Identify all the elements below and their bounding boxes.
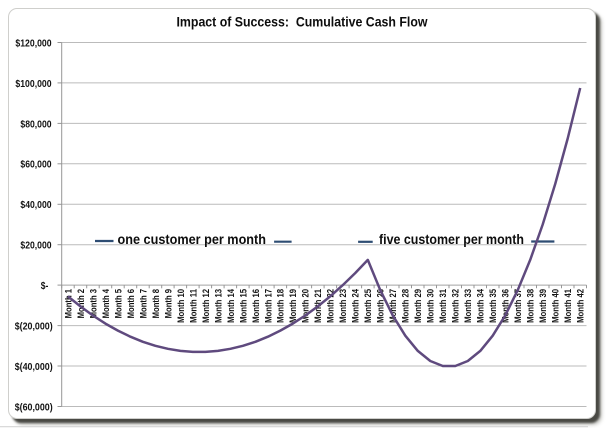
svg-text:Month 10: Month 10 xyxy=(176,289,186,323)
svg-text:Month 32: Month 32 xyxy=(451,289,461,323)
svg-text:Month 3: Month 3 xyxy=(88,289,98,319)
svg-text:one customer per month: one customer per month xyxy=(118,232,267,247)
svg-text:Month 12: Month 12 xyxy=(201,289,211,323)
svg-text:$120,000: $120,000 xyxy=(15,37,51,49)
svg-text:Month 13: Month 13 xyxy=(213,289,223,323)
svg-text:$(40,000): $(40,000) xyxy=(15,361,53,373)
svg-text:Impact of Success: Cumulative: Impact of Success: Cumulative Cash Flow xyxy=(177,15,428,30)
svg-text:Month 42: Month 42 xyxy=(576,289,586,323)
svg-text:Month 4: Month 4 xyxy=(101,288,111,318)
svg-text:Month 20: Month 20 xyxy=(301,289,311,323)
svg-text:Month 41: Month 41 xyxy=(563,289,573,323)
svg-text:Month 28: Month 28 xyxy=(401,289,411,323)
svg-text:five customer per month: five customer per month xyxy=(379,232,524,247)
svg-text:Month 17: Month 17 xyxy=(263,289,273,323)
svg-text:Month 24: Month 24 xyxy=(351,288,361,323)
svg-text:Month 23: Month 23 xyxy=(338,289,348,323)
svg-text:$-: $- xyxy=(41,280,49,292)
svg-text:Month 2: Month 2 xyxy=(76,289,86,319)
svg-text:Month 7: Month 7 xyxy=(138,289,148,319)
svg-text:Month 40: Month 40 xyxy=(551,289,561,323)
svg-text:Month 38: Month 38 xyxy=(526,289,536,323)
svg-text:Month 36: Month 36 xyxy=(501,289,511,323)
svg-text:Month 30: Month 30 xyxy=(426,289,436,323)
svg-text:Month 6: Month 6 xyxy=(126,289,136,319)
svg-text:$60,000: $60,000 xyxy=(20,159,51,171)
svg-text:Month 8: Month 8 xyxy=(151,289,161,319)
svg-text:$(20,000): $(20,000) xyxy=(15,321,53,333)
svg-text:$20,000: $20,000 xyxy=(20,240,51,252)
svg-text:Month 5: Month 5 xyxy=(113,289,123,319)
svg-text:Month 39: Month 39 xyxy=(538,289,548,323)
svg-text:Month 22: Month 22 xyxy=(326,289,336,323)
svg-text:$100,000: $100,000 xyxy=(15,78,51,90)
svg-text:Month 14: Month 14 xyxy=(226,288,236,323)
svg-text:Month 33: Month 33 xyxy=(463,289,473,323)
svg-text:Month 29: Month 29 xyxy=(413,289,423,323)
svg-text:Month 26: Month 26 xyxy=(376,289,386,323)
svg-text:$(60,000): $(60,000) xyxy=(15,401,53,413)
svg-text:Month 16: Month 16 xyxy=(251,289,261,323)
svg-text:$40,000: $40,000 xyxy=(20,199,51,211)
svg-text:Month 18: Month 18 xyxy=(276,289,286,323)
svg-text:Month 11: Month 11 xyxy=(188,289,198,323)
svg-text:Month 1: Month 1 xyxy=(63,289,73,319)
svg-text:Month 27: Month 27 xyxy=(388,289,398,323)
svg-text:Month 31: Month 31 xyxy=(438,289,448,323)
svg-text:Month 35: Month 35 xyxy=(488,289,498,323)
svg-text:Month 9: Month 9 xyxy=(163,289,173,319)
svg-text:Month 34: Month 34 xyxy=(476,288,486,323)
svg-text:Month 15: Month 15 xyxy=(238,289,248,323)
svg-text:$80,000: $80,000 xyxy=(20,118,51,130)
svg-text:Month 19: Month 19 xyxy=(288,289,298,323)
svg-text:Month 25: Month 25 xyxy=(363,289,373,323)
svg-text:Month 37: Month 37 xyxy=(513,289,523,323)
